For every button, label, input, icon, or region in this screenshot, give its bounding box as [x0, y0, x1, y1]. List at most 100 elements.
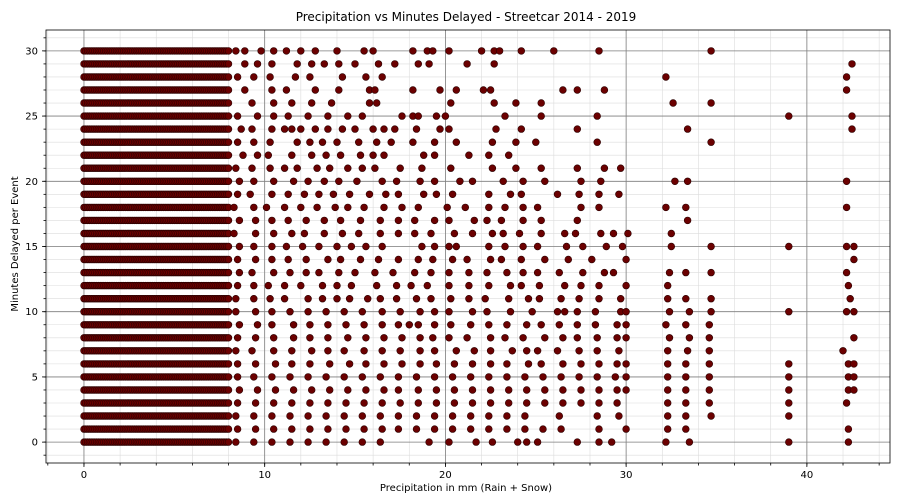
scatter-point	[486, 86, 495, 94]
scatter-point	[533, 347, 542, 355]
scatter-point	[224, 151, 233, 159]
scatter-point	[850, 334, 858, 342]
scatter-point	[430, 347, 439, 355]
scatter-point	[268, 321, 276, 329]
scatter-point	[360, 203, 368, 212]
scatter-point	[622, 308, 630, 316]
scatter-point	[519, 203, 527, 212]
scatter-point	[485, 190, 493, 199]
scatter-point	[345, 360, 354, 368]
scatter-point	[512, 138, 520, 146]
scatter-point	[248, 99, 256, 107]
scatter-point	[304, 295, 312, 303]
scatter-point	[378, 242, 386, 251]
scatter-point	[593, 373, 601, 381]
scatter-point	[315, 242, 323, 251]
scatter-point	[669, 99, 677, 107]
scatter-point	[597, 177, 605, 186]
scatter-point	[450, 399, 459, 407]
scatter-point	[593, 334, 601, 342]
scatter-point	[362, 334, 370, 342]
scatter-point	[503, 360, 511, 368]
scatter-point	[622, 360, 630, 368]
scatter-point	[262, 203, 271, 212]
scatter-point	[463, 255, 471, 264]
scatter-point	[517, 281, 525, 290]
scatter-point	[315, 190, 323, 199]
scatter-point	[331, 203, 339, 212]
scatter-point	[503, 373, 511, 381]
scatter-point	[376, 438, 384, 446]
scatter-point	[593, 138, 601, 146]
scatter-point	[505, 151, 513, 159]
scatter-point	[280, 125, 289, 133]
scatter-point	[250, 203, 258, 212]
scatter-point	[293, 138, 301, 146]
scatter-point	[289, 177, 298, 186]
scatter-point	[270, 99, 278, 107]
scatter-point	[333, 138, 341, 146]
scatter-point	[224, 438, 233, 446]
scatter-point	[376, 216, 384, 225]
scatter-point	[541, 386, 549, 394]
scatter-point	[848, 125, 856, 133]
scatter-point	[707, 412, 715, 420]
scatter-point	[501, 112, 509, 120]
scatter-point	[560, 281, 569, 290]
scatter-point	[537, 216, 545, 225]
scatter-point	[622, 321, 630, 329]
scatter-point	[539, 373, 547, 381]
scatter-point	[233, 112, 242, 120]
scatter-point	[304, 373, 312, 381]
scatter-point	[485, 242, 493, 251]
scatter-point	[364, 295, 372, 303]
scatter-point	[313, 164, 321, 172]
scatter-point	[380, 203, 388, 212]
scatter-point	[365, 99, 374, 107]
scatter-point	[461, 203, 469, 212]
scatter-point	[250, 73, 258, 81]
scatter-point	[336, 255, 345, 264]
scatter-point	[284, 190, 292, 199]
scatter-point	[416, 308, 424, 316]
scatter-point	[345, 295, 354, 303]
scatter-point	[488, 438, 497, 446]
scatter-point	[533, 268, 542, 277]
chart-title: Precipitation vs Minutes Delayed - Stree…	[296, 10, 637, 24]
scatter-point	[394, 373, 403, 381]
scatter-point	[418, 242, 426, 251]
scatter-point	[347, 281, 356, 290]
scatter-point	[613, 321, 621, 329]
scatter-point	[595, 425, 603, 433]
scatter-point	[600, 164, 609, 172]
scatter-point	[286, 308, 294, 316]
scatter-point	[324, 347, 332, 355]
scatter-point	[850, 360, 858, 368]
x-tick-label: 20	[439, 470, 452, 481]
data-points	[80, 47, 858, 446]
scatter-point	[335, 268, 343, 277]
scatter-point	[268, 438, 276, 446]
scatter-point	[842, 86, 851, 94]
scatter-point	[394, 216, 403, 225]
scatter-point	[705, 386, 713, 394]
scatter-point	[358, 438, 366, 446]
scatter-point	[344, 203, 352, 212]
scatter-point	[320, 229, 328, 238]
scatter-point	[264, 151, 272, 159]
scatter-point	[425, 438, 433, 446]
scatter-point	[573, 438, 581, 446]
scatter-point	[304, 177, 312, 186]
scatter-point	[380, 334, 388, 342]
scatter-point	[271, 386, 280, 394]
scatter-point	[683, 347, 692, 355]
scatter-point	[373, 281, 381, 290]
scatter-point	[490, 60, 498, 68]
scatter-point	[468, 229, 477, 238]
scatter-point	[463, 334, 471, 342]
scatter-point	[235, 216, 244, 225]
scatter-point	[452, 347, 460, 355]
scatter-point	[613, 334, 621, 342]
scatter-point	[785, 360, 793, 368]
scatter-point	[785, 112, 793, 120]
